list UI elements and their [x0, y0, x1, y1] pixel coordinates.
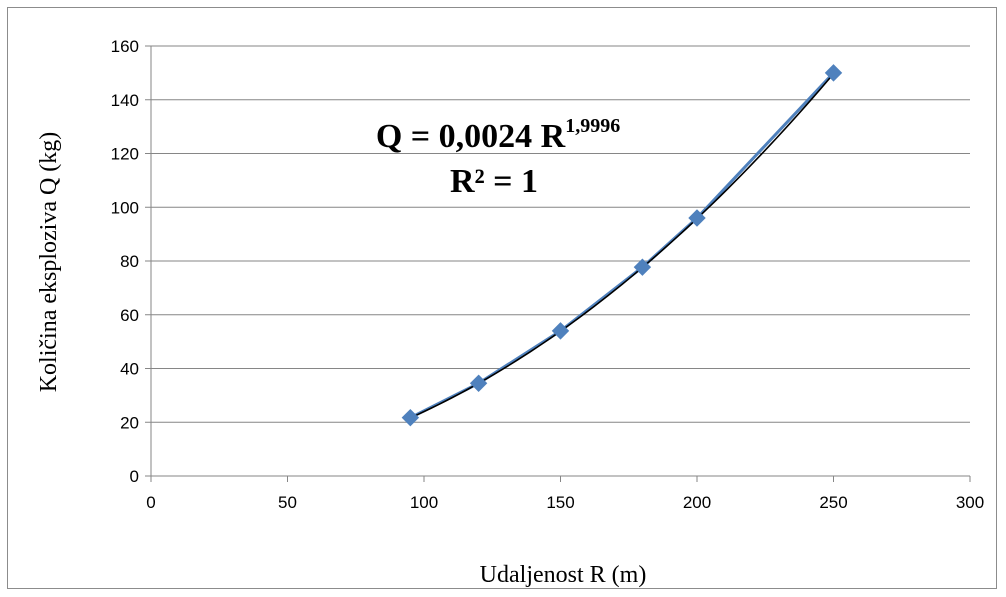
y-tick-label-0: 0 — [130, 467, 139, 486]
x-tick-label-250: 250 — [819, 493, 847, 512]
y-tick-label-160: 160 — [111, 37, 139, 56]
y-axis-title: Količina eksploziva Q (kg) — [36, 132, 62, 393]
y-tick-label-80: 80 — [120, 252, 139, 271]
x-tick-label-150: 150 — [546, 493, 574, 512]
y-tick-label-20: 20 — [120, 413, 139, 432]
data-point-150 — [551, 322, 570, 340]
x-tick-label-0: 0 — [146, 493, 155, 512]
data-point-250 — [824, 64, 843, 82]
y-tick-labels: 0 20 40 60 80 100 120 140 160 — [111, 37, 139, 486]
x-tick-label-300: 300 — [956, 493, 984, 512]
data-points — [401, 64, 843, 427]
y-tick-label-100: 100 — [111, 198, 139, 217]
grid-lines — [151, 45, 970, 423]
r-squared-label: R² = 1 — [450, 163, 538, 200]
axes — [145, 45, 971, 482]
trendline-equation-exponent: 1,9996 — [565, 115, 620, 137]
data-point-180 — [633, 258, 652, 276]
y-tick-label-40: 40 — [120, 360, 139, 379]
y-tick-label-140: 140 — [111, 91, 139, 110]
x-axis-title: Udaljenost R (m) — [480, 562, 647, 588]
data-point-120 — [469, 374, 488, 392]
x-tick-labels: 0 50 100 150 200 250 300 — [146, 493, 984, 512]
x-tick-label-100: 100 — [410, 493, 438, 512]
chart-frame — [7, 7, 997, 589]
trendline-equation: Q = 0,0024 R1,9996 — [376, 115, 620, 155]
x-tick-label-50: 50 — [278, 493, 297, 512]
data-point-200 — [688, 209, 706, 227]
data-point-95 — [401, 408, 420, 427]
x-tick-label-200: 200 — [683, 493, 711, 512]
y-tick-label-60: 60 — [120, 306, 139, 325]
y-tick-label-120: 120 — [111, 145, 139, 164]
